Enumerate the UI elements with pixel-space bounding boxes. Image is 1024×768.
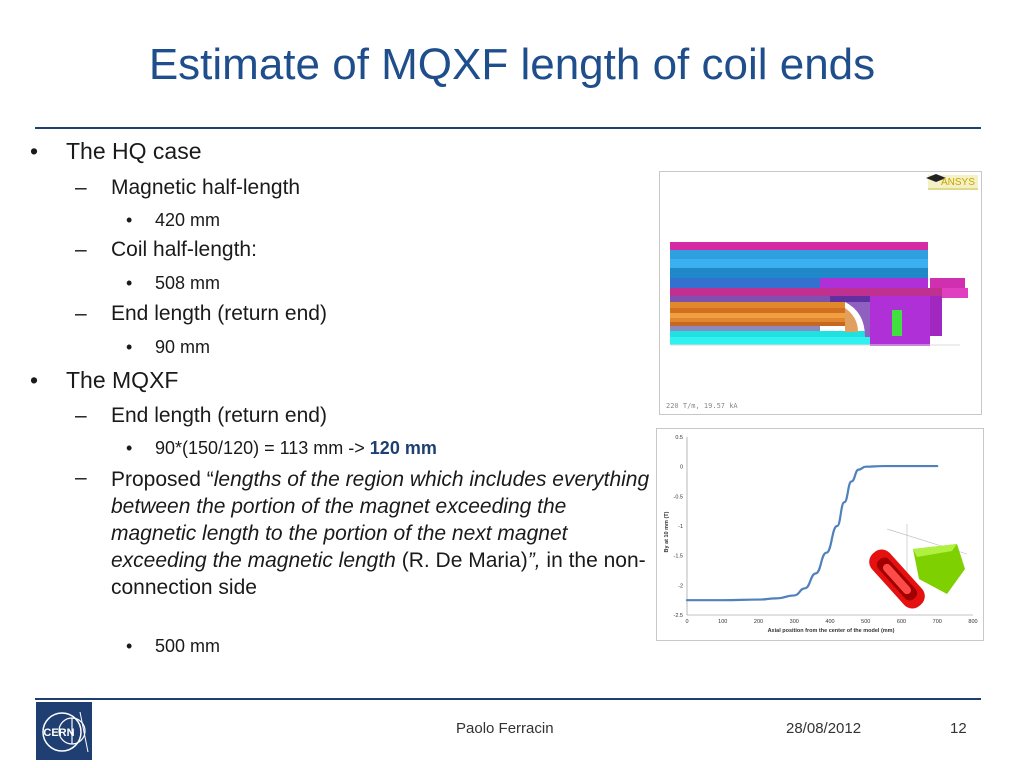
x-tick-label: 200 <box>754 619 763 625</box>
svg-text:220 T/m, 19.57 kA: 220 T/m, 19.57 kA <box>666 402 738 410</box>
x-axis-label: Axial position from the center of the mo… <box>768 628 895 634</box>
x-tick-label: 500 <box>861 619 870 625</box>
field-profile-chart: 0 100 200 300 400 500 600 700 800 0.5 0 -0.5 -1 -1.5 -… <box>664 435 978 634</box>
footer-divider <box>35 698 981 700</box>
slide-title: Estimate of MQXF length of coil ends <box>148 40 876 89</box>
y-tick-label: 0.5 <box>675 435 683 441</box>
field-profile-figure: 0 100 200 300 400 500 600 700 800 0.5 0 -0.5 -1 -1.5 -… <box>656 428 984 641</box>
mqxf-calc-result: 120 mm <box>369 438 437 458</box>
chart-series-group <box>685 464 939 602</box>
title-divider <box>35 127 981 129</box>
ansys-logo: ANSYS <box>926 174 978 190</box>
y-tick-label: -1 <box>678 524 683 530</box>
y-tick-label: -0.5 <box>674 494 683 500</box>
cern-logo: CERN <box>36 702 92 760</box>
footer-date: 28/08/2012 <box>786 720 862 737</box>
y-tick-label: -2.5 <box>674 613 683 619</box>
x-tick-label: 800 <box>968 619 977 625</box>
magnet-3d-model <box>869 524 968 609</box>
y-tick-label: -2 <box>678 583 683 589</box>
y-axis-label: By at 10 mm (T) <box>664 511 670 552</box>
bullet-proposed-definition: Proposed “lengths of the region which in… <box>111 468 650 599</box>
footer-author: Paolo Ferracin <box>456 720 554 737</box>
series-line <box>685 464 939 602</box>
graduation-cap-icon <box>926 174 946 182</box>
x-tick-label: 400 <box>825 619 834 625</box>
svg-text:ANSYS: ANSYS <box>941 177 975 188</box>
chart-axes: 0 100 200 300 400 500 600 700 800 0.5 0 -0.5 -1 -1.5 -… <box>674 435 978 625</box>
x-tick-label: 100 <box>718 619 727 625</box>
svg-text:CERN: CERN <box>43 727 74 739</box>
fem-model-image: ANSYS 220 T/m, 19.57 kA <box>666 174 978 410</box>
y-tick-label: 0 <box>680 465 683 471</box>
x-tick-label: 600 <box>897 619 906 625</box>
fem-model-figure: ANSYS 220 T/m, 19.57 kA <box>659 171 982 415</box>
footer-page-number: 12 <box>950 720 967 737</box>
y-tick-label: -1.5 <box>674 554 683 560</box>
x-tick-label: 0 <box>685 619 688 625</box>
x-tick-label: 300 <box>790 619 799 625</box>
x-tick-label: 700 <box>933 619 942 625</box>
